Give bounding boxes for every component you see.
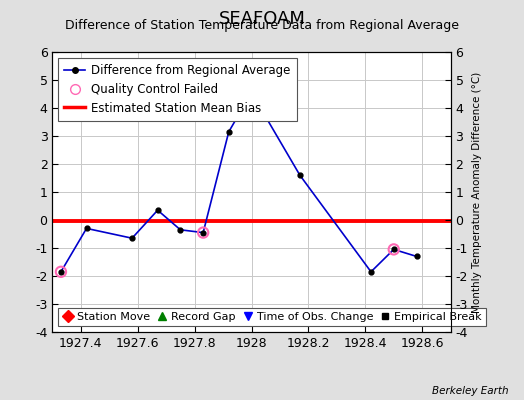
- Text: SEAFOAM: SEAFOAM: [219, 10, 305, 28]
- Legend: Station Move, Record Gap, Time of Obs. Change, Empirical Break: Station Move, Record Gap, Time of Obs. C…: [58, 308, 486, 326]
- Y-axis label: Monthly Temperature Anomaly Difference (°C): Monthly Temperature Anomaly Difference (…: [472, 71, 482, 313]
- Point: [199, 229, 208, 236]
- Text: Berkeley Earth: Berkeley Earth: [432, 386, 508, 396]
- Point: [389, 246, 398, 253]
- Text: Difference of Station Temperature Data from Regional Average: Difference of Station Temperature Data f…: [65, 19, 459, 32]
- Point: [57, 269, 65, 275]
